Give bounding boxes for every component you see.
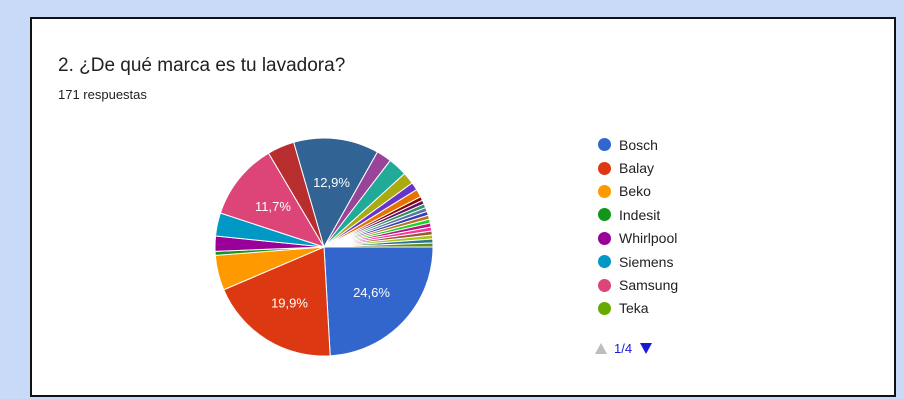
question-title: 2. ¿De qué marca es tu lavadora? (58, 55, 346, 76)
legend-label: Indesit (619, 206, 661, 223)
slice-label: 12,9% (313, 175, 350, 190)
legend-label: Teka (619, 300, 649, 317)
legend-pager: 1/4 (595, 341, 653, 356)
legend-item-whirlpool[interactable]: Whirlpool (598, 227, 678, 250)
legend-swatch (598, 301, 611, 315)
legend-label: Bosch (619, 136, 658, 153)
legend-swatch (598, 161, 611, 175)
legend-swatch (598, 231, 611, 245)
legend-label: Samsung (619, 277, 679, 294)
legend-label: Balay (619, 160, 655, 177)
legend-item-beko[interactable]: Beko (598, 180, 678, 203)
legend-item-teka[interactable]: Teka (598, 297, 678, 320)
pie-slice-samsung[interactable] (219, 152, 326, 248)
pie-slice-bosch[interactable] (323, 246, 434, 357)
legend-swatch (598, 184, 611, 198)
legend-swatch (598, 278, 611, 292)
legend-label: Siemens (619, 253, 674, 270)
page-down-icon[interactable] (640, 343, 653, 354)
slice-label: 19,9% (271, 296, 308, 311)
chart-legend: Bosch Balay Beko Indesit Whirlpool Siemens Sam… (598, 133, 678, 320)
pie-slice-9[interactable] (293, 137, 379, 249)
legend-item-bosch[interactable]: Bosch (598, 133, 678, 156)
legend-item-balay[interactable]: Balay (598, 156, 678, 179)
legend-item-samsung[interactable]: Samsung (598, 273, 678, 296)
pie-slice-balay[interactable] (223, 246, 331, 357)
legend-label: Whirlpool (619, 230, 678, 247)
slice-label: 11,7% (255, 199, 291, 214)
question-card: 2. ¿De qué marca es tu lavadora? 171 res… (30, 17, 896, 397)
legend-swatch (598, 208, 611, 222)
slice-label: 24,6% (353, 285, 390, 300)
legend-item-siemens[interactable]: Siemens (598, 250, 678, 273)
response-count: 171 respuestas (58, 87, 147, 102)
legend-label: Beko (619, 183, 651, 200)
legend-swatch (598, 255, 611, 269)
pie-slice-27[interactable] (323, 242, 434, 248)
page-up-icon[interactable] (595, 343, 607, 354)
page-indicator: 1/4 (614, 341, 633, 356)
legend-swatch (598, 138, 611, 152)
pie-chart: 24,6% 19,9% 11,7% 12,9% (214, 137, 434, 357)
legend-item-indesit[interactable]: Indesit (598, 203, 678, 226)
